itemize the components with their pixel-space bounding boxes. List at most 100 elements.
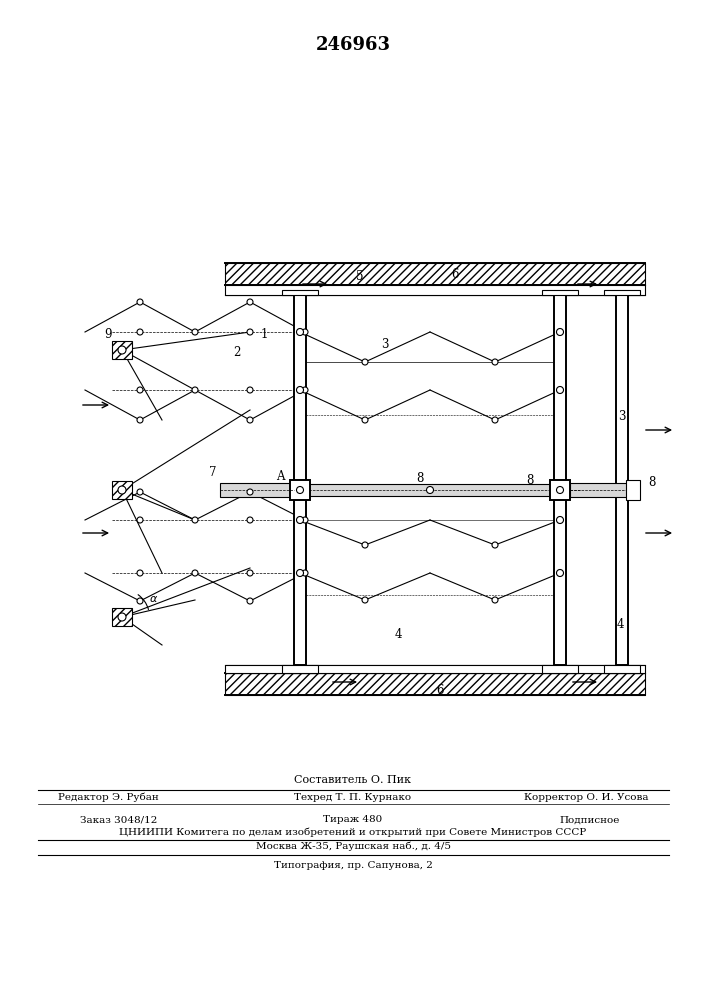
Circle shape (247, 417, 253, 423)
Circle shape (137, 517, 143, 523)
Text: 4: 4 (395, 629, 402, 642)
Circle shape (362, 542, 368, 548)
Text: 7: 7 (209, 466, 217, 480)
Circle shape (247, 329, 253, 335)
Bar (550, 480, 570, 500)
Text: ЦНИИПИ Комитега по делам изобретений и открытий при Совете Министров СССР: ЦНИИПИ Комитега по делам изобретений и о… (119, 827, 587, 837)
Text: A: A (276, 470, 284, 483)
Circle shape (297, 570, 303, 576)
Circle shape (556, 386, 563, 393)
Circle shape (296, 516, 303, 524)
Text: 3: 3 (381, 338, 389, 351)
Bar (604, 290, 640, 295)
Circle shape (362, 359, 368, 365)
Bar (294, 295, 306, 665)
Circle shape (302, 570, 308, 576)
Text: 4: 4 (617, 618, 624, 632)
Circle shape (247, 517, 253, 523)
Circle shape (192, 329, 198, 335)
Circle shape (137, 570, 143, 576)
Bar (112, 608, 132, 626)
Text: 8: 8 (648, 476, 655, 488)
Text: 6: 6 (451, 267, 459, 280)
Circle shape (137, 299, 143, 305)
Circle shape (556, 570, 563, 576)
Circle shape (192, 570, 198, 576)
Circle shape (118, 613, 126, 621)
Circle shape (247, 489, 253, 495)
Circle shape (247, 570, 253, 576)
Circle shape (492, 417, 498, 423)
Circle shape (192, 387, 198, 393)
Bar (290, 480, 310, 500)
Bar (616, 295, 628, 665)
Circle shape (296, 570, 303, 576)
Bar (112, 481, 132, 499)
Circle shape (426, 487, 433, 493)
Bar (294, 484, 580, 496)
Text: Тираж 480: Тираж 480 (323, 816, 382, 824)
Circle shape (557, 517, 563, 523)
Circle shape (557, 329, 563, 335)
Text: 8: 8 (416, 472, 423, 485)
Text: Заказ 3048/12: Заказ 3048/12 (80, 816, 158, 824)
Circle shape (192, 517, 198, 523)
Circle shape (137, 329, 143, 335)
Circle shape (297, 517, 303, 523)
Circle shape (492, 597, 498, 603)
Bar (220, 483, 294, 497)
Circle shape (302, 329, 308, 335)
Bar (542, 290, 578, 295)
Circle shape (297, 387, 303, 393)
Circle shape (137, 489, 143, 495)
Text: 246963: 246963 (315, 36, 390, 54)
Circle shape (362, 597, 368, 603)
Text: Корректор О. И. Усова: Корректор О. И. Усова (524, 792, 648, 802)
Circle shape (247, 387, 253, 393)
Circle shape (302, 517, 308, 523)
Bar (282, 665, 318, 673)
Text: $\alpha$: $\alpha$ (149, 594, 158, 604)
Text: Типография, пр. Сапунова, 2: Типография, пр. Сапунова, 2 (274, 860, 433, 869)
Circle shape (492, 359, 498, 365)
Bar (604, 665, 640, 673)
Circle shape (297, 329, 303, 335)
Text: Москва Ж-35, Раушская наб., д. 4/5: Москва Ж-35, Раушская наб., д. 4/5 (255, 841, 450, 851)
Circle shape (137, 598, 143, 604)
Bar (542, 665, 578, 673)
Bar (225, 285, 645, 295)
Bar (112, 341, 132, 359)
Circle shape (137, 387, 143, 393)
Bar (570, 483, 635, 497)
Text: 8: 8 (526, 475, 534, 488)
Circle shape (296, 328, 303, 336)
Text: 3: 3 (618, 410, 626, 424)
Circle shape (557, 570, 563, 576)
Circle shape (302, 387, 308, 393)
Circle shape (556, 516, 563, 524)
Circle shape (296, 386, 303, 393)
Bar (225, 263, 645, 285)
Text: Редактор Э. Рубан: Редактор Э. Рубан (58, 792, 158, 802)
Text: 5: 5 (356, 269, 363, 282)
Text: Подписное: Подписное (560, 816, 620, 824)
Text: Составитель О. Пик: Составитель О. Пик (295, 775, 411, 785)
Bar (626, 480, 640, 500)
Circle shape (247, 598, 253, 604)
Circle shape (137, 417, 143, 423)
Circle shape (492, 542, 498, 548)
Circle shape (247, 299, 253, 305)
Text: 1: 1 (260, 328, 268, 342)
Circle shape (557, 387, 563, 393)
Bar (225, 673, 645, 695)
Circle shape (362, 417, 368, 423)
Bar (282, 290, 318, 295)
Text: Техред Т. П. Курнако: Техред Т. П. Курнако (294, 792, 411, 802)
Circle shape (118, 486, 126, 494)
Circle shape (556, 328, 563, 336)
Text: 2: 2 (233, 346, 240, 359)
Circle shape (296, 487, 303, 493)
Text: 6: 6 (436, 684, 444, 696)
Bar (225, 665, 645, 673)
Circle shape (118, 346, 126, 354)
